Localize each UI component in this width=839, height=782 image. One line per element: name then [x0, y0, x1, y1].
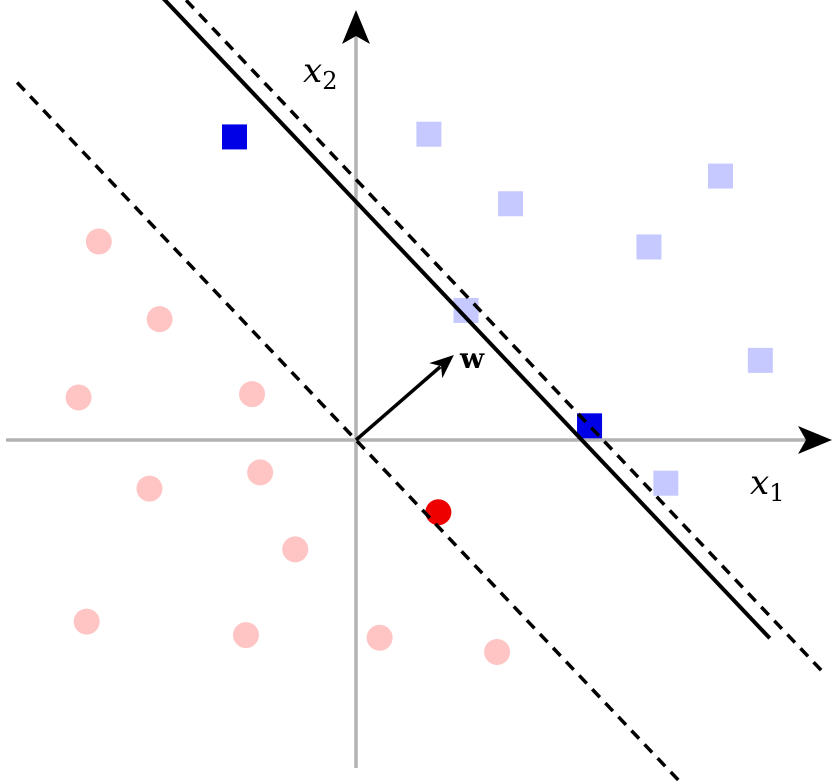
upper-margin-line: [183, 0, 824, 673]
negative-point: [282, 536, 309, 563]
x2-axis-arrowhead: [342, 10, 370, 44]
lower-margin-line: [15, 81, 683, 782]
separating-lines: [15, 0, 824, 782]
data-points: [65, 121, 773, 665]
positive-point: [708, 163, 733, 189]
negative-support-vector: [425, 499, 452, 526]
negative-point: [65, 384, 92, 411]
w-vector: [354, 365, 442, 442]
w-vector-label: w: [459, 342, 485, 375]
positive-support-vector: [222, 124, 247, 150]
positive-point: [636, 234, 662, 260]
positive-point: [653, 470, 679, 496]
positive-point: [747, 347, 773, 373]
negative-point: [146, 306, 173, 333]
x2-axis-label: x2: [303, 51, 337, 95]
negative-point: [232, 622, 259, 649]
decision-hyperplane: [162, 0, 772, 640]
negative-point: [247, 459, 274, 486]
negative-point: [136, 475, 163, 502]
x1-axis-arrowhead: [798, 426, 832, 454]
w-vector-arrowhead: [429, 354, 454, 379]
negative-point: [85, 228, 112, 255]
negative-point: [73, 608, 100, 635]
positive-point: [498, 191, 524, 217]
negative-point: [484, 638, 511, 665]
negative-point: [239, 381, 266, 408]
x1-axis-label: x1: [750, 463, 784, 507]
positive-point: [416, 121, 442, 147]
negative-point: [366, 624, 393, 651]
